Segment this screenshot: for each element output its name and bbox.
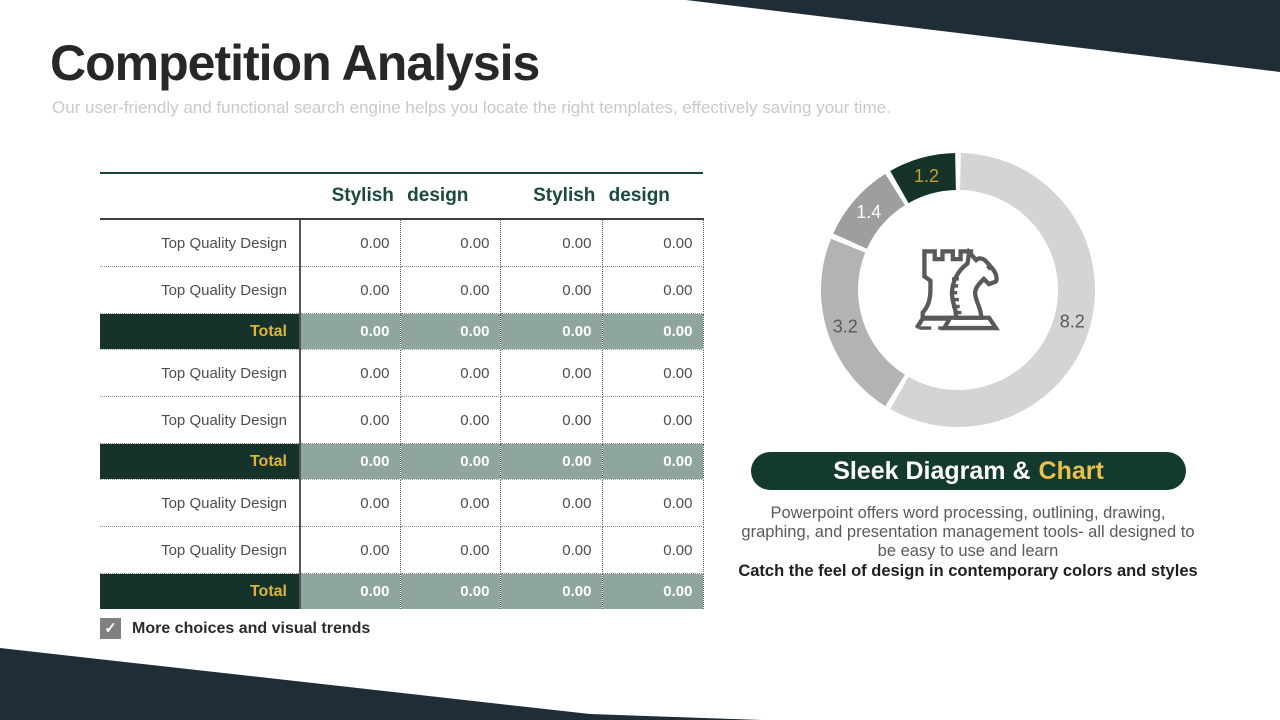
cell-value: 0.00 [400,443,501,480]
cell-value: 0.00 [602,396,704,444]
table-row: Top Quality Design 0.00 0.00 0.00 0.00 [100,266,704,314]
donut-segment-label: 8.2 [1060,312,1085,332]
callout-text-block: Powerpoint offers word processing, outli… [738,504,1198,582]
cell-value: 0.00 [602,219,704,267]
check-icon: ✓ [104,620,117,637]
row-label: Total [100,573,301,609]
donut-segment [833,173,905,249]
row-label: Top Quality Design [100,396,301,444]
chess-rook-and-knight-icon [902,238,1014,338]
cell-value: 0.00 [500,479,603,527]
cell-value: 0.00 [602,313,704,350]
callout-title-white: Sleek Diagram & [833,456,1031,485]
table-row: Top Quality Design 0.00 0.00 0.00 0.00 [100,526,704,574]
donut-segment [821,238,905,407]
cell-value: 0.00 [500,526,603,574]
cell-value: 0.00 [500,313,603,350]
more-choices-row: ✓ More choices and visual trends [100,618,703,639]
cell-value: 0.00 [300,479,401,527]
row-label: Top Quality Design [100,219,301,267]
knight-mane-dashes [950,277,962,315]
cell-value: 0.00 [500,219,603,267]
cell-value: 0.00 [400,396,501,444]
cell-value: 0.00 [602,526,704,574]
donut-segment-label: 1.4 [856,202,881,222]
cell-value: 0.00 [602,479,704,527]
knight-muzzle-dash [986,264,992,271]
table-row: Top Quality Design 0.00 0.00 0.00 0.00 [100,219,704,267]
cell-value: 0.00 [400,266,501,314]
table-header-row: Stylish design Stylish design [100,172,703,220]
donut-chart-svg: 8.2 3.2 1.4 1.2 [821,153,1095,428]
cell-value: 0.00 [602,266,704,314]
cell-value: 0.00 [500,349,603,397]
cell-value: 0.00 [300,349,401,397]
cell-value: 0.00 [400,526,501,574]
cell-value: 0.00 [400,349,501,397]
donut-segment [890,153,956,204]
row-label: Top Quality Design [100,349,301,397]
cell-value: 0.00 [500,443,603,480]
row-label: Total [100,313,301,350]
table-total-row: Total 0.00 0.00 0.00 0.00 [100,443,704,480]
page-title: Competition Analysis [50,35,540,91]
column-header-2: Stylish design [500,172,703,220]
row-label: Total [100,443,301,480]
cell-value: 0.00 [500,266,603,314]
header-corner-cell [100,172,300,220]
donut-segment [890,153,1095,428]
more-choices-label: More choices and visual trends [132,619,371,637]
table-row: Top Quality Design 0.00 0.00 0.00 0.00 [100,479,704,527]
competition-table: Stylish design Stylish design Top Qualit… [100,172,704,609]
cell-value: 0.00 [602,349,704,397]
cell-value: 0.00 [300,313,401,350]
cell-value: 0.00 [500,573,603,609]
table-row: Top Quality Design 0.00 0.00 0.00 0.00 [100,349,704,397]
table-total-row: Total 0.00 0.00 0.00 0.00 [100,313,704,350]
callout-pill: Sleek Diagram & Chart [751,452,1186,490]
cell-value: 0.00 [400,219,501,267]
donut-segment-label: 1.2 [914,166,939,186]
callout-body-bold: Catch the feel of design in contemporary… [738,562,1198,581]
cell-value: 0.00 [400,479,501,527]
callout-body: Powerpoint offers word processing, outli… [741,504,1195,560]
row-label: Top Quality Design [100,526,301,574]
cell-value: 0.00 [300,526,401,574]
cell-value: 0.00 [400,313,501,350]
cell-value: 0.00 [300,219,401,267]
cell-value: 0.00 [300,573,401,609]
cell-value: 0.00 [602,573,704,609]
cell-value: 0.00 [300,266,401,314]
column-header-1: Stylish design [300,172,500,220]
cell-value: 0.00 [300,443,401,480]
cell-value: 0.00 [400,573,501,609]
competition-table-section: Stylish design Stylish design Top Qualit… [100,172,704,639]
page-subtitle: Our user-friendly and functional search … [52,98,891,117]
row-label: Top Quality Design [100,479,301,527]
callout-title-gold: Chart [1038,456,1104,485]
table-body: Top Quality Design 0.00 0.00 0.00 0.00 Top Qu… [100,219,704,609]
donut-segment-label: 3.2 [833,317,858,337]
row-label: Top Quality Design [100,266,301,314]
more-choices-checkbox[interactable]: ✓ [100,618,121,639]
cell-value: 0.00 [602,443,704,480]
cell-value: 0.00 [300,396,401,444]
table-total-row: Total 0.00 0.00 0.00 0.00 [100,573,704,609]
table-row: Top Quality Design 0.00 0.00 0.00 0.00 [100,396,704,444]
cell-value: 0.00 [500,396,603,444]
